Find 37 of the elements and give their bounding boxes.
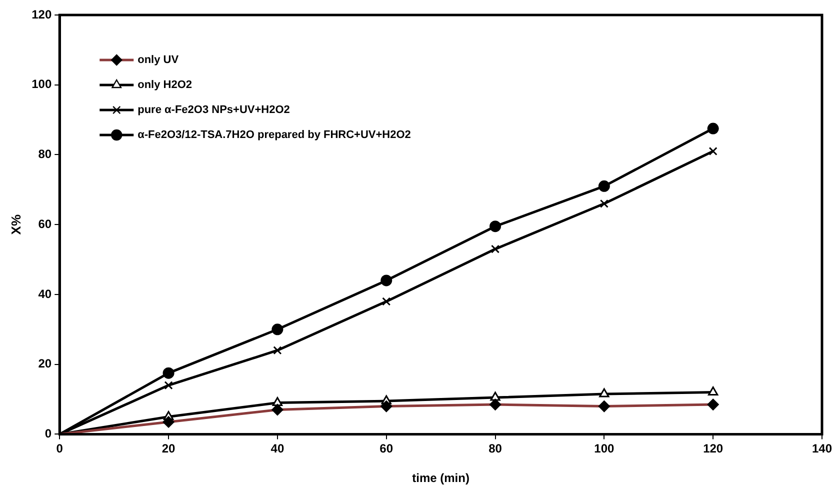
x-tick-label: 0 bbox=[56, 442, 64, 456]
y-tick-label: 120 bbox=[32, 7, 52, 22]
x-axis-title: time (min) bbox=[412, 471, 470, 486]
y-tick-label: 40 bbox=[38, 286, 52, 301]
x-tick-label: 100 bbox=[594, 442, 614, 456]
y-tick-label: 100 bbox=[32, 77, 52, 92]
point bbox=[273, 346, 282, 355]
x-tick-label: 140 bbox=[812, 442, 832, 456]
point bbox=[490, 392, 500, 401]
point bbox=[708, 146, 718, 156]
legend-label: pure α-Fe2O3 NPs+UV+H2O2 bbox=[138, 104, 290, 116]
x-tick-label: 40 bbox=[270, 442, 284, 456]
point bbox=[380, 274, 392, 286]
y-axis-title: X% bbox=[8, 214, 24, 235]
y-tick-label: 60 bbox=[38, 216, 52, 231]
point bbox=[708, 386, 718, 396]
point bbox=[272, 324, 284, 336]
legend-label: only UV bbox=[138, 54, 180, 66]
y-tick-label: 20 bbox=[38, 356, 52, 371]
point bbox=[272, 397, 283, 406]
point bbox=[164, 381, 173, 390]
legend-label: only H2O2 bbox=[138, 79, 192, 92]
point bbox=[490, 220, 502, 232]
point bbox=[382, 297, 391, 306]
y-tick-label: 0 bbox=[44, 426, 52, 441]
point bbox=[707, 122, 719, 134]
x-tick-label: 60 bbox=[380, 442, 394, 456]
point bbox=[598, 180, 610, 192]
x-tick-label: 20 bbox=[162, 442, 176, 456]
y-tick-label: 80 bbox=[38, 147, 52, 162]
legend-label: α-Fe2O3/12-TSA.7H2O prepared by FHRC+UV+H2O2 bbox=[138, 129, 411, 142]
point bbox=[600, 199, 608, 208]
x-tick-label: 120 bbox=[703, 442, 724, 456]
point bbox=[599, 388, 610, 398]
point bbox=[490, 244, 500, 254]
x-tick-label: 80 bbox=[488, 442, 502, 456]
point bbox=[162, 367, 174, 379]
